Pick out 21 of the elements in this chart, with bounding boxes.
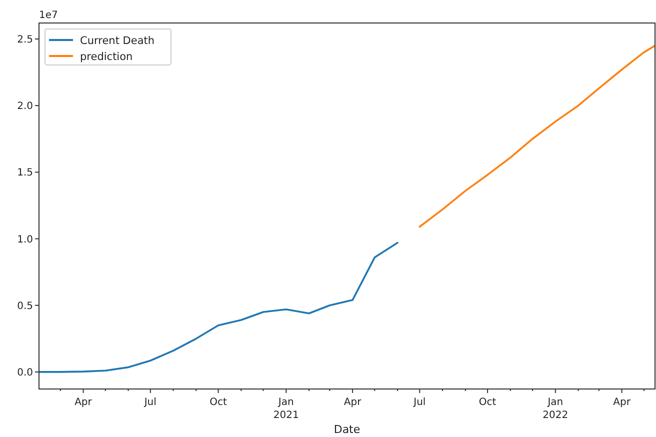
x-axis-title: Date xyxy=(334,423,360,436)
x-tick-label: Oct xyxy=(478,397,496,408)
x-tick-label: Jan 2021 xyxy=(273,397,299,421)
text: 1e7 xyxy=(39,10,58,21)
y-tick-label: 2.0 xyxy=(17,101,33,112)
x-tick-label: Apr xyxy=(74,397,93,408)
line-series xyxy=(39,242,398,373)
y-tick-label: 0.0 xyxy=(17,367,33,378)
legend-label: prediction xyxy=(80,51,133,63)
x-tick-label: Jul xyxy=(143,397,156,408)
x-tick-label: Jul xyxy=(412,397,426,408)
y-tick-label: 1.5 xyxy=(17,168,33,179)
x-tick-label: Apr xyxy=(344,397,362,408)
line-series xyxy=(418,44,655,228)
x-tick-label: Apr xyxy=(613,397,632,408)
x-tick-label: Oct xyxy=(210,397,227,408)
legend-label: Current Death xyxy=(80,35,155,47)
y-tick-label: 2.5 xyxy=(17,34,33,46)
y-tick-label: 0.5 xyxy=(17,300,33,312)
x-tick-label: Jan 2022 xyxy=(542,397,568,421)
y-tick-label: 1.0 xyxy=(17,234,33,246)
